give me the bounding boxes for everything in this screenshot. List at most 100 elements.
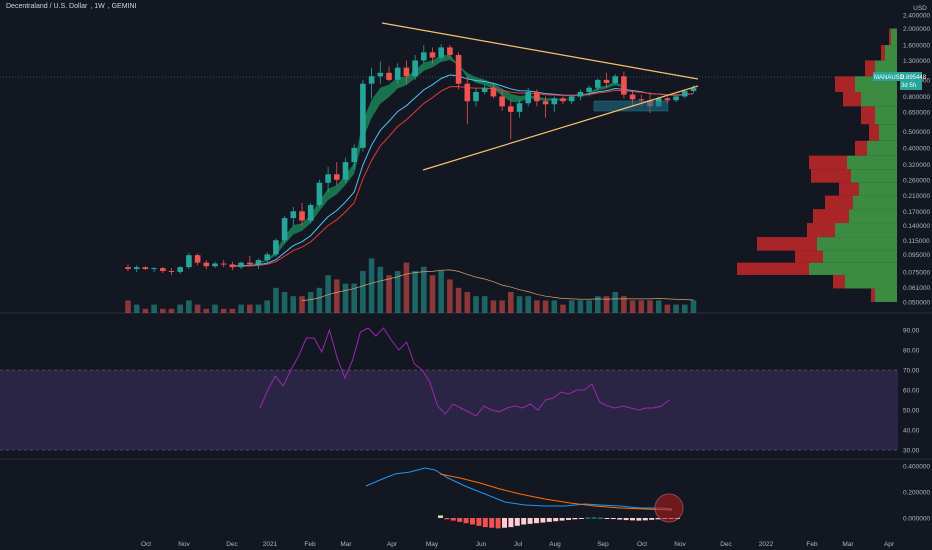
volume-bar bbox=[212, 304, 218, 313]
exchange-label: GEMINI bbox=[111, 3, 137, 10]
volume-bar bbox=[368, 258, 375, 313]
volume-bar bbox=[595, 296, 601, 313]
time-axis-label: Nov bbox=[674, 541, 686, 548]
price-tag-price: 0.895448 bbox=[901, 75, 927, 81]
vp-bar-up bbox=[891, 28, 897, 46]
volume-bar bbox=[682, 304, 688, 313]
volume-bars bbox=[125, 258, 697, 313]
candle-body bbox=[560, 98, 566, 102]
macd-hist-bar bbox=[463, 518, 469, 524]
price-axis-tick: 0.320000 bbox=[903, 162, 930, 169]
volume-bar bbox=[534, 300, 540, 313]
volume-bar bbox=[360, 271, 366, 313]
volume-bar bbox=[481, 296, 488, 313]
candle-body bbox=[438, 47, 444, 58]
candle-body bbox=[595, 79, 601, 88]
macd-pane[interactable] bbox=[365, 467, 684, 529]
volume-bar bbox=[168, 308, 175, 313]
volume-bar bbox=[186, 300, 192, 313]
volume-bar bbox=[290, 296, 297, 313]
time-axis-label: Feb bbox=[806, 541, 818, 548]
candle-body bbox=[473, 91, 479, 102]
volume-bar bbox=[142, 308, 149, 313]
candle-body bbox=[516, 103, 523, 112]
rsi-axis-tick: 50.00 bbox=[903, 408, 920, 415]
volume-bar bbox=[307, 292, 314, 313]
volume-ma-line bbox=[301, 269, 694, 302]
volume-bar bbox=[447, 279, 453, 313]
time-axis-label: Jun bbox=[476, 541, 487, 548]
candle-body bbox=[542, 101, 549, 105]
vp-bar-up bbox=[879, 124, 897, 141]
macd-hist-bar bbox=[540, 518, 546, 523]
candle-body bbox=[177, 267, 183, 272]
candle-body bbox=[447, 47, 453, 55]
vp-bar-down bbox=[889, 28, 891, 46]
volume-bar bbox=[473, 296, 479, 313]
price-tag-countdown: 3d 5h bbox=[901, 83, 916, 89]
interval-label: 1W bbox=[94, 3, 105, 10]
candle-body bbox=[577, 91, 584, 97]
macd-hist-bar bbox=[610, 518, 616, 520]
candle-body bbox=[212, 263, 218, 267]
vp-bar-up bbox=[851, 169, 897, 183]
macd-hist-bar bbox=[649, 518, 655, 520]
time-axis-label: Nov bbox=[178, 541, 190, 548]
time-axis-label: Mar bbox=[340, 541, 352, 548]
candle-body bbox=[403, 67, 410, 77]
volume-bar bbox=[586, 300, 592, 313]
vp-bar-down bbox=[807, 223, 835, 238]
price-axis-tick: 0.800000 bbox=[903, 94, 930, 101]
price-axis-tick: 0.260000 bbox=[903, 177, 930, 184]
candle-body bbox=[499, 96, 505, 107]
trendlines[interactable] bbox=[381, 22, 699, 171]
rsi-line bbox=[259, 327, 670, 417]
vp-bar-down bbox=[869, 124, 879, 141]
candle-body bbox=[133, 267, 140, 270]
volume-profile bbox=[737, 28, 897, 302]
axes: USD2.4000002.0000001.6000001.3000001.000… bbox=[141, 5, 931, 548]
vp-bar-up bbox=[809, 262, 897, 275]
volume-bar bbox=[655, 300, 662, 313]
vp-bar-down bbox=[809, 155, 847, 170]
candle-body bbox=[421, 52, 427, 61]
macd-hist-bar bbox=[572, 518, 578, 520]
macd-hist-bar bbox=[630, 518, 635, 521]
candles[interactable] bbox=[125, 44, 697, 275]
vp-bar-down bbox=[865, 60, 875, 77]
price-axis-tick: 0.650000 bbox=[903, 109, 930, 116]
time-axis-label: Mar bbox=[842, 541, 854, 548]
price-axis-tick: 2.000000 bbox=[903, 26, 930, 33]
macd-axis-tick: 0.200000 bbox=[903, 490, 930, 497]
candle-body bbox=[360, 83, 366, 148]
volume-bar bbox=[281, 292, 288, 313]
candle-body bbox=[290, 211, 297, 219]
rsi-pane[interactable] bbox=[0, 327, 898, 451]
vp-bar-down bbox=[737, 262, 809, 275]
vp-bar-up bbox=[847, 155, 897, 170]
candle-body bbox=[307, 205, 314, 221]
candle-body bbox=[229, 264, 236, 268]
volume-bar bbox=[273, 287, 279, 313]
volume-bar bbox=[247, 304, 253, 313]
vp-bar-down bbox=[757, 237, 817, 251]
price-axis-tick: 0.095000 bbox=[903, 252, 930, 259]
price-axis-tick: 0.500000 bbox=[903, 129, 930, 136]
ema-ribbon bbox=[232, 54, 694, 268]
price-axis-tick: 1.300000 bbox=[903, 58, 930, 65]
vp-bar-down bbox=[843, 91, 861, 107]
macd-hist-bar bbox=[591, 517, 597, 519]
symbol-name: Decentraland / U.S. Dollar bbox=[6, 3, 88, 10]
volume-bar bbox=[542, 300, 549, 313]
macd-hist-bar bbox=[450, 518, 456, 521]
macd-hist-bar bbox=[457, 518, 463, 522]
vp-bar-down bbox=[795, 250, 823, 263]
candle-body bbox=[186, 255, 192, 268]
candle-body bbox=[586, 87, 592, 92]
vp-bar-up bbox=[885, 45, 897, 61]
volume-bar bbox=[429, 275, 436, 313]
time-axis-label: Dec bbox=[720, 541, 732, 548]
vp-bar-up bbox=[853, 195, 897, 210]
price-tag-symbol: MANAUSD bbox=[874, 75, 905, 81]
